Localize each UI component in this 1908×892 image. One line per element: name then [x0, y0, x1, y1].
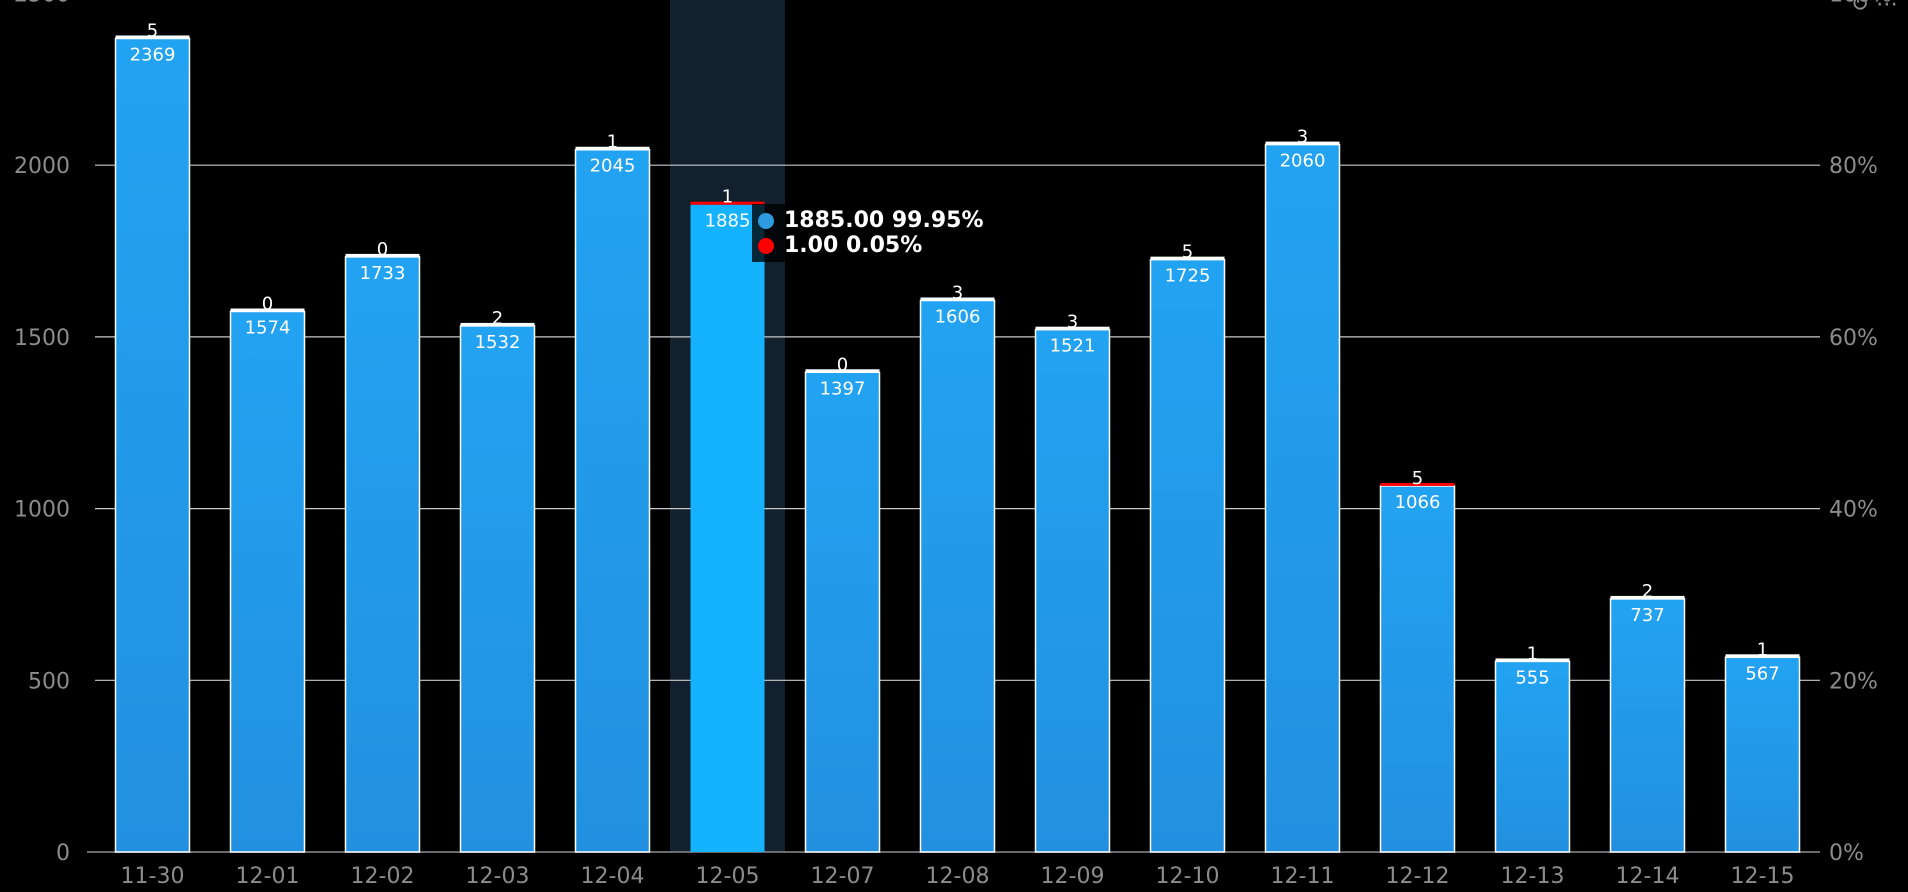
bar	[1149, 258, 1226, 853]
bar-value-label: 1532	[475, 332, 521, 353]
bar-secondary-segment	[575, 146, 650, 150]
x-tick-label: 12-11	[1271, 864, 1335, 889]
bar-secondary-segment	[1380, 482, 1455, 486]
bar	[690, 204, 765, 853]
x-tick-label: 12-15	[1731, 864, 1795, 889]
y-tick-label-right: 100%	[1829, 0, 1892, 8]
bar-secondary-label: 5	[1412, 468, 1423, 489]
bar	[1724, 656, 1801, 853]
bar	[229, 310, 306, 853]
bar-secondary-label: 0	[377, 239, 388, 260]
bar-secondary-label: 0	[837, 354, 848, 375]
y-tick-label-left: 2500	[14, 0, 70, 8]
bar-value-label: 1885	[705, 211, 751, 232]
bar-value-label: 2369	[130, 44, 176, 65]
bar	[1609, 598, 1686, 853]
bar	[1379, 485, 1456, 853]
bar-secondary-segment	[1725, 654, 1800, 658]
y-tick-label-right: 60%	[1829, 326, 1878, 351]
bar-value-label: 1733	[360, 263, 406, 284]
bar-secondary-segment	[1035, 326, 1110, 330]
bar-secondary-segment	[805, 369, 880, 373]
y-tick-label-right: 40%	[1829, 498, 1878, 523]
bar-secondary-segment	[1150, 256, 1225, 260]
y-tick-label-left: 1500	[14, 326, 70, 351]
x-tick-label: 12-12	[1386, 864, 1450, 889]
x-tick-label: 12-09	[1041, 864, 1105, 889]
x-tick-label: 12-14	[1616, 864, 1680, 889]
bar-value-label: 555	[1515, 667, 1549, 688]
bar-value-label: 2060	[1280, 151, 1326, 172]
x-tick-label: 12-10	[1156, 864, 1220, 889]
bar-secondary-label: 1	[1527, 643, 1538, 664]
bar-secondary-segment	[1495, 658, 1570, 662]
bar-secondary-segment	[690, 201, 765, 205]
x-tick-label: 12-13	[1501, 864, 1565, 889]
x-tick-label: 12-02	[351, 864, 415, 889]
refresh-icon[interactable]: ↻	[1850, 0, 1869, 17]
x-tick-label: 12-03	[466, 864, 530, 889]
bar-secondary-segment	[460, 322, 535, 326]
bar	[344, 256, 421, 853]
x-tick-label: 12-01	[236, 864, 300, 889]
tooltip-row-secondary: 1.00 0.05%	[758, 233, 984, 258]
bar-value-label: 2045	[590, 156, 636, 177]
bar-secondary-label: 3	[952, 282, 963, 303]
tooltip-text: 1.00 0.05%	[784, 233, 923, 258]
tooltip-text: 1885.00 99.95%	[784, 208, 984, 233]
more-icon[interactable]: ⋯	[1876, 0, 1898, 17]
bar-secondary-label: 1	[722, 187, 733, 208]
bar-secondary-segment	[115, 35, 190, 39]
bar	[1264, 143, 1341, 853]
bar-secondary-label: 2	[492, 308, 503, 329]
bar	[574, 148, 651, 853]
bar-value-label: 1574	[245, 317, 291, 338]
bar-secondary-segment	[920, 297, 995, 301]
bar-secondary-segment	[1610, 595, 1685, 599]
bar-secondary-label: 5	[1182, 242, 1193, 263]
bar-secondary-label: 2	[1642, 581, 1653, 602]
tooltip-marker	[758, 212, 774, 229]
bar-secondary-label: 1	[607, 132, 618, 153]
bar-secondary-segment	[345, 253, 420, 257]
y-tick-label-left: 2000	[14, 154, 70, 179]
bar-value-label: 1725	[1165, 266, 1211, 287]
chart-toolbar: ↻ ⋯	[1851, 0, 1898, 17]
bar	[459, 325, 536, 853]
y-tick-label-left: 0	[56, 841, 70, 866]
x-tick-label: 12-05	[696, 864, 760, 889]
y-tick-label-left: 500	[28, 669, 70, 694]
y-tick-label-right: 20%	[1829, 669, 1878, 694]
bar-secondary-label: 1	[1757, 639, 1768, 660]
y-tick-label-left: 1000	[14, 498, 70, 523]
bar-secondary-label: 3	[1297, 127, 1308, 148]
bar	[114, 37, 191, 853]
bar-secondary-label: 5	[147, 20, 158, 41]
bar	[1494, 660, 1571, 853]
bar-value-label: 1521	[1050, 336, 1096, 357]
x-tick-label: 11-30	[121, 864, 185, 889]
x-tick-label: 12-04	[581, 864, 645, 889]
bar-secondary-segment	[1265, 141, 1340, 145]
bar-value-label: 1606	[935, 306, 981, 327]
x-tick-label: 12-07	[811, 864, 875, 889]
chart-tooltip: 1885.00 99.95% 1.00 0.05%	[752, 204, 990, 262]
bar	[1034, 328, 1111, 853]
bar	[919, 299, 996, 853]
x-tick-label: 12-08	[926, 864, 990, 889]
y-tick-label-right: 80%	[1829, 154, 1878, 179]
bar-value-label: 1397	[820, 378, 866, 399]
bar-secondary-segment	[230, 308, 305, 312]
tooltip-row-primary: 1885.00 99.95%	[758, 208, 984, 233]
bar-secondary-label: 0	[262, 293, 273, 314]
bar-value-label: 1066	[1395, 492, 1441, 513]
tooltip-marker	[758, 237, 774, 254]
bar-value-label: 567	[1745, 663, 1779, 684]
y-tick-label-right: 0%	[1829, 841, 1864, 866]
bar-value-label: 737	[1630, 605, 1664, 626]
bar-secondary-label: 3	[1067, 312, 1078, 333]
bar	[804, 371, 881, 853]
